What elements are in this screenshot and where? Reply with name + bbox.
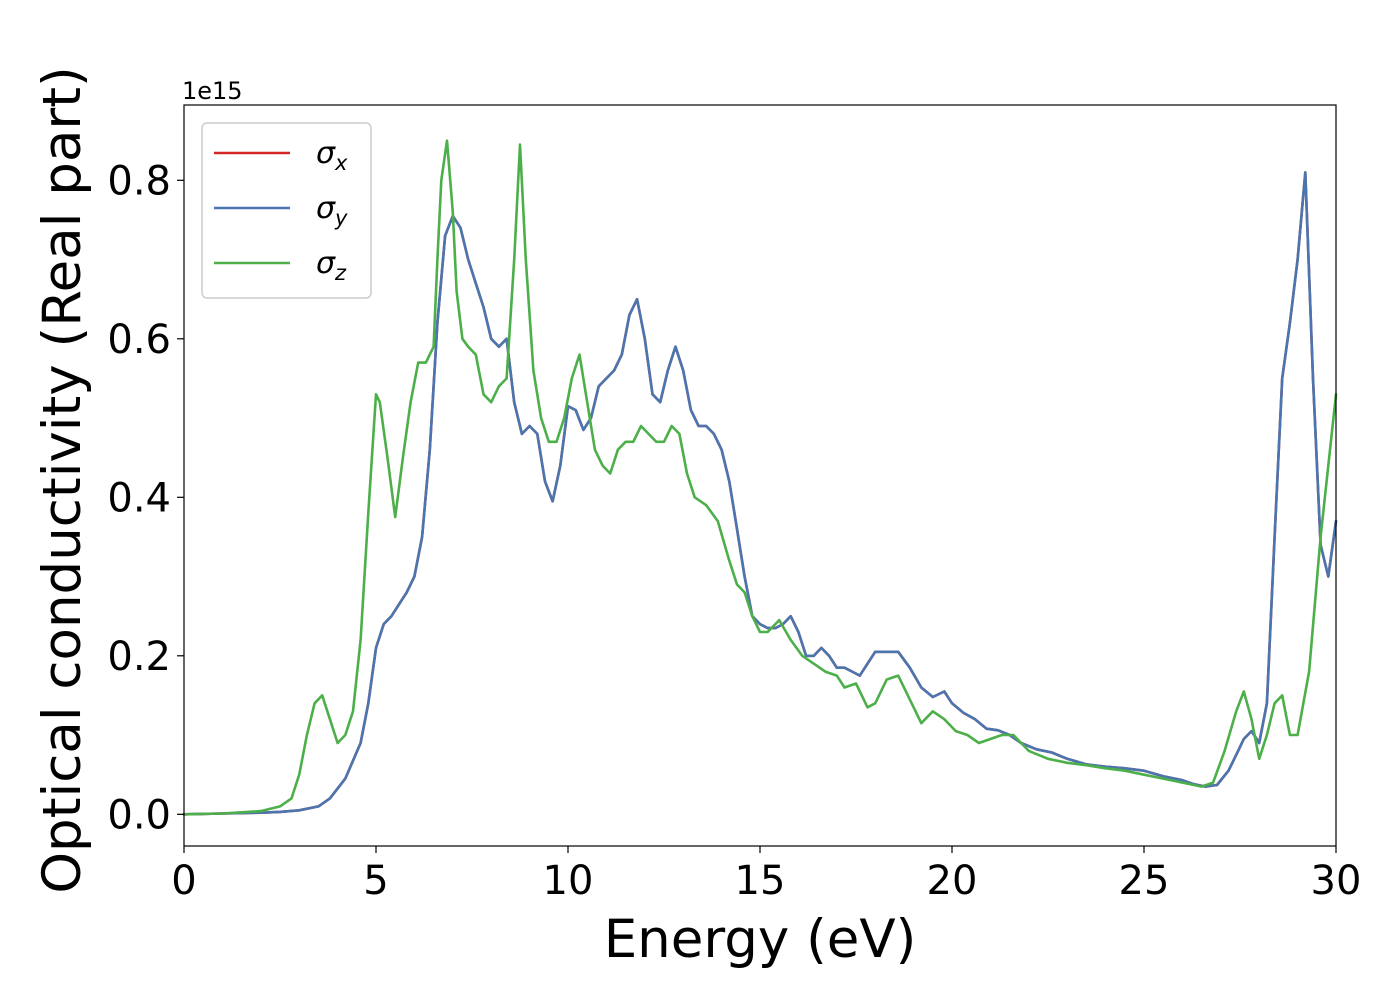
- x-tick-label: 10: [543, 858, 594, 904]
- x-tick-label: 25: [1119, 858, 1170, 904]
- x-tick-label: 15: [735, 858, 786, 904]
- y-axis-label: Optical conductivity (Real part): [32, 66, 93, 893]
- y-tick-label: 0.6: [107, 317, 171, 363]
- x-tick-label: 30: [1311, 858, 1362, 904]
- plot-lines: [182, 139, 1338, 816]
- legend-label-z: σz: [316, 246, 347, 285]
- legend: σx σy σz: [201, 122, 372, 299]
- y-axis: 0.0 0.2 0.4 0.6 0.8: [107, 158, 184, 838]
- y-tick-label: 0.2: [107, 634, 171, 680]
- legend-box: [201, 122, 372, 299]
- y-offset-label: 1e15: [182, 77, 243, 105]
- legend-label-y: σy: [316, 191, 348, 230]
- x-tick-label: 0: [171, 858, 196, 904]
- series-line-z: [182, 139, 1338, 816]
- x-tick-label: 20: [927, 858, 978, 904]
- series-line-y: [182, 171, 1338, 816]
- y-tick-label: 0.0: [107, 792, 171, 838]
- legend-label-x: σx: [316, 136, 348, 175]
- x-axis-label: Energy (eV): [604, 909, 917, 970]
- x-tick-label: 5: [363, 858, 388, 904]
- y-tick-label: 0.4: [107, 475, 171, 521]
- y-tick-label: 0.8: [107, 158, 171, 204]
- x-axis: 0 5 10 15 20 25 30: [171, 846, 1361, 904]
